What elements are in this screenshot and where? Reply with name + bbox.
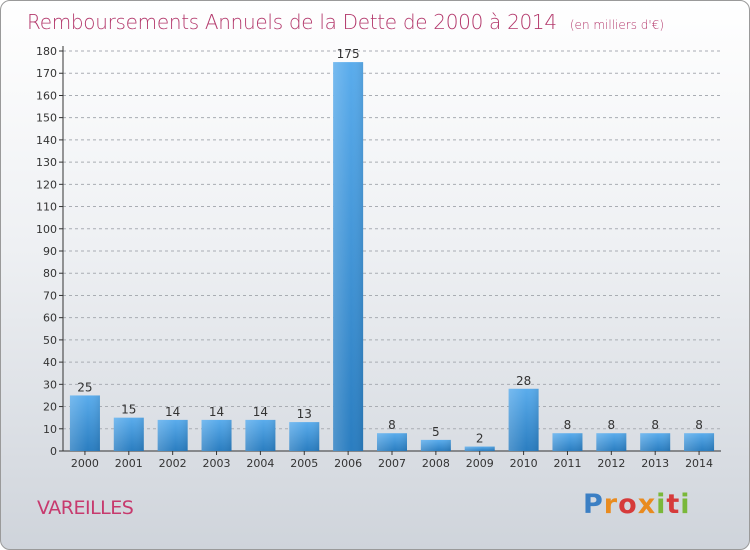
y-tick-label: 30	[43, 378, 57, 391]
x-tick-label-2001: 2001	[115, 457, 143, 470]
bar-shade-2009	[464, 446, 495, 451]
y-tick-label: 40	[43, 356, 57, 369]
y-tick-label: 0	[50, 445, 57, 458]
data-label-2000: 25	[77, 380, 92, 394]
data-label-2001: 15	[121, 403, 136, 417]
x-tick-label-2009: 2009	[466, 457, 494, 470]
bar-shade-2001	[113, 417, 144, 451]
x-tick-label-2003: 2003	[203, 457, 231, 470]
x-tick-label-2002: 2002	[159, 457, 187, 470]
y-tick-label: 20	[43, 401, 57, 414]
y-tick-label: 140	[36, 134, 57, 147]
y-tick-label: 100	[36, 223, 57, 236]
x-tick-label-2004: 2004	[246, 457, 274, 470]
data-label-2003: 14	[209, 405, 224, 419]
data-label-2002: 14	[165, 405, 180, 419]
data-label-2005: 13	[297, 407, 312, 421]
y-tick-label: 180	[36, 45, 57, 58]
y-tick-label: 160	[36, 89, 57, 102]
bar-shade-2005	[289, 422, 320, 451]
bar-shade-2013	[640, 433, 671, 451]
bar-shade-2006	[333, 62, 364, 451]
x-tick-label-2006: 2006	[334, 457, 362, 470]
y-tick-label: 60	[43, 312, 57, 325]
bar-shade-2003	[201, 419, 232, 451]
x-tick-label-2014: 2014	[685, 457, 713, 470]
x-tick-label-2011: 2011	[553, 457, 581, 470]
y-tick-label: 80	[43, 267, 57, 280]
bar-shade-2007	[377, 433, 407, 451]
proxiti-logo: Proxiti	[583, 489, 691, 520]
y-tick-label: 70	[43, 289, 57, 302]
data-label-2011: 8	[564, 418, 572, 432]
x-tick-label-2013: 2013	[641, 457, 669, 470]
y-tick-label: 110	[36, 201, 57, 214]
bar-chart: 0 10 20 30 40 50 60 70 80 90 100 110 120 130 140 150 160…	[36, 45, 721, 470]
x-tick-label-2012: 2012	[597, 457, 625, 470]
bar-shade-2014	[684, 433, 715, 451]
x-tick-label-2008: 2008	[422, 457, 450, 470]
chart-title: Remboursements Annuels de la Dette de 20…	[27, 10, 664, 34]
bar-shade-2012	[596, 433, 627, 451]
chart-unit: (en milliers d'€)	[569, 18, 664, 32]
data-label-2006: 175	[337, 47, 360, 61]
y-tick-label: 150	[36, 112, 57, 125]
y-tick-label: 130	[36, 156, 57, 169]
y-tick-label: 170	[36, 67, 57, 80]
data-label-2004: 14	[253, 405, 268, 419]
data-label-2010: 28	[516, 374, 531, 388]
town-name: VAREILLES	[37, 497, 134, 519]
bar-shade-2010	[508, 388, 539, 451]
y-tick-label: 10	[43, 423, 57, 436]
y-tick-label: 50	[43, 334, 57, 347]
bar-shade-2000	[69, 395, 100, 451]
x-tick-label-2010: 2010	[510, 457, 538, 470]
x-tick-label-2005: 2005	[290, 457, 318, 470]
y-tick-label: 120	[36, 178, 57, 191]
bar-shade-2008	[420, 439, 451, 451]
data-label-2008: 5	[432, 425, 440, 439]
bar-shade-2004	[245, 419, 276, 451]
x-tick-label-2007: 2007	[378, 457, 406, 470]
bar-shade-2002	[157, 419, 188, 451]
x-tick-label-2000: 2000	[71, 457, 99, 470]
y-tick-label: 90	[43, 245, 57, 258]
data-label-2012: 8	[608, 418, 616, 432]
data-label-2007: 8	[388, 418, 396, 432]
data-label-2013: 8	[651, 418, 659, 432]
chart-title-text: Remboursements Annuels de la Dette de 20…	[27, 10, 557, 34]
data-label-2014: 8	[695, 418, 703, 432]
bar-shade-2011	[552, 433, 583, 451]
data-label-2009: 2	[476, 432, 484, 446]
